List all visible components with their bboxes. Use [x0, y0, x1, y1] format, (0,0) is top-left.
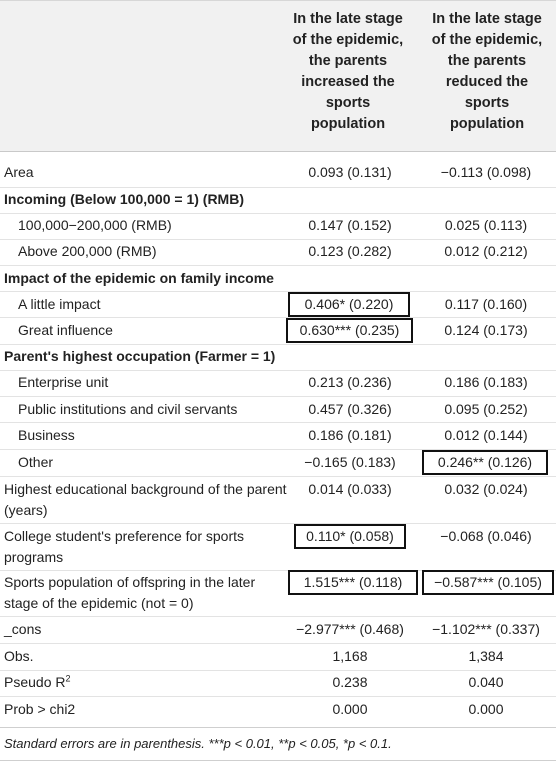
superscript: 2	[65, 673, 71, 684]
cell-increased: 0.123 (0.282)	[308, 243, 392, 259]
highlighted-cell: 1.515*** (0.118)	[288, 570, 418, 595]
section-label: Incoming (Below 100,000 = 1) (RMB)	[4, 191, 244, 207]
cell-reduced: −1.102*** (0.337)	[432, 621, 540, 637]
table-header: In the late stage of the epidemic, the p…	[0, 0, 556, 152]
section-label: Impact of the epidemic on family income	[4, 270, 274, 286]
row-label: College student's preference for sports …	[4, 528, 245, 565]
section-label: Parent's highest occupation (Farmer = 1)	[4, 348, 276, 364]
column-header-increased: In the late stage of the epidemic, the p…	[292, 11, 404, 132]
cell-reduced: 1,384	[468, 648, 504, 664]
cell-reduced: −0.113 (0.098)	[440, 164, 532, 180]
cell-increased: 0.630*** (0.235)	[286, 318, 413, 343]
cell-increased: 1.515*** (0.118)	[288, 570, 418, 595]
row-label: Great influence	[18, 322, 113, 338]
row-label: Sports population of offspring in the la…	[4, 574, 256, 611]
row-label: Enterprise unit	[18, 374, 109, 390]
cell-reduced: 0.040	[468, 674, 504, 690]
cell-increased: 0.110* (0.058)	[294, 524, 406, 549]
cell-reduced: 0.012 (0.144)	[444, 427, 528, 443]
row-label: Highest educational background of the pa…	[4, 481, 287, 518]
cell-reduced: 0.012 (0.212)	[444, 243, 528, 259]
cell-increased: 0.457 (0.326)	[308, 401, 392, 417]
row-label: Area	[4, 164, 34, 180]
row-label: Above 200,000 (RMB)	[18, 243, 157, 259]
cell-reduced: 0.032 (0.024)	[444, 481, 528, 497]
row-label: 100,000−200,000 (RMB)	[18, 217, 172, 233]
row-label: _cons	[4, 621, 42, 637]
table-footnote: Standard errors are in parenthesis. ***p…	[0, 727, 556, 761]
cell-reduced: 0.117 (0.160)	[444, 296, 528, 312]
cell-increased: −0.165 (0.183)	[304, 454, 396, 470]
cell-reduced: 0.000	[468, 701, 504, 717]
cell-increased: 1,168	[332, 648, 368, 664]
row-label: Business	[18, 427, 75, 443]
cell-increased: 0.186 (0.181)	[308, 427, 392, 443]
highlighted-cell: −0.587*** (0.105)	[422, 570, 554, 595]
cell-increased: 0.213 (0.236)	[308, 374, 392, 390]
cell-increased: 0.093 (0.131)	[308, 164, 392, 180]
highlighted-cell: 0.246** (0.126)	[422, 450, 548, 475]
highlighted-cell: 0.110* (0.058)	[294, 524, 406, 549]
cell-increased: −2.977*** (0.468)	[296, 621, 404, 637]
cell-increased: 0.147 (0.152)	[308, 217, 392, 233]
cell-reduced: 0.124 (0.173)	[444, 322, 528, 338]
cell-reduced: 0.025 (0.113)	[444, 217, 528, 233]
row-label: Prob > chi2	[4, 701, 76, 717]
cell-reduced: 0.095 (0.252)	[444, 401, 528, 417]
row-label: Obs.	[4, 648, 34, 664]
cell-increased: 0.000	[332, 701, 368, 717]
column-header-reduced: In the late stage of the epidemic, the p…	[431, 11, 543, 132]
cell-reduced: −0.068 (0.046)	[440, 528, 532, 544]
cell-reduced: −0.587*** (0.105)	[422, 570, 554, 595]
row-label: Public institutions and civil servants	[18, 401, 238, 417]
highlighted-cell: 0.406* (0.220)	[288, 292, 410, 317]
cell-increased: 0.406* (0.220)	[288, 292, 410, 317]
row-label: Other	[18, 454, 54, 470]
cell-increased: 0.014 (0.033)	[308, 481, 392, 497]
cell-reduced: 0.186 (0.183)	[444, 374, 528, 390]
highlighted-cell: 0.630*** (0.235)	[286, 318, 413, 343]
cell-increased: 0.238	[332, 674, 368, 690]
cell-reduced: 0.246** (0.126)	[422, 450, 548, 475]
footnote-text: Standard errors are in parenthesis. ***p…	[4, 736, 392, 751]
row-label: Pseudo R2	[4, 673, 71, 690]
row-label: A little impact	[18, 296, 101, 312]
